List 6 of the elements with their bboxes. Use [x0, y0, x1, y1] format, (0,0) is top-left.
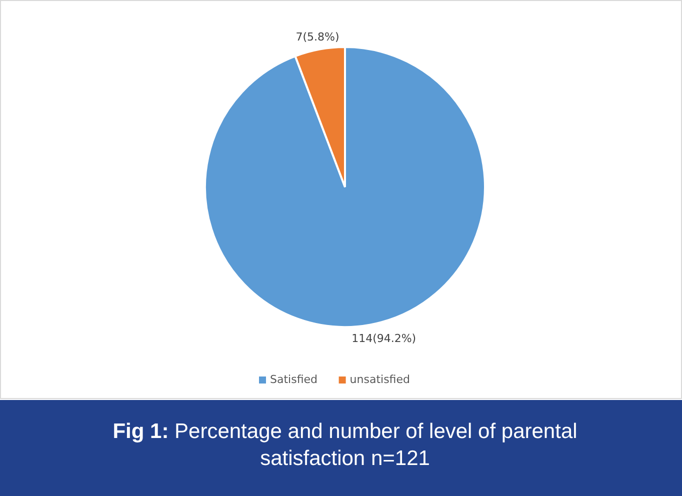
- pie-slice: [204, 46, 486, 328]
- legend-label: unsatisfied: [350, 373, 410, 386]
- text: Fig 1: Percentage and number of level of parental satisfaction n=121: [112, 420, 578, 470]
- legend-label: Satisfied: [270, 373, 318, 386]
- data-label: 114(94.2%): [352, 332, 416, 346]
- data-label: 7(5.8%): [296, 30, 340, 44]
